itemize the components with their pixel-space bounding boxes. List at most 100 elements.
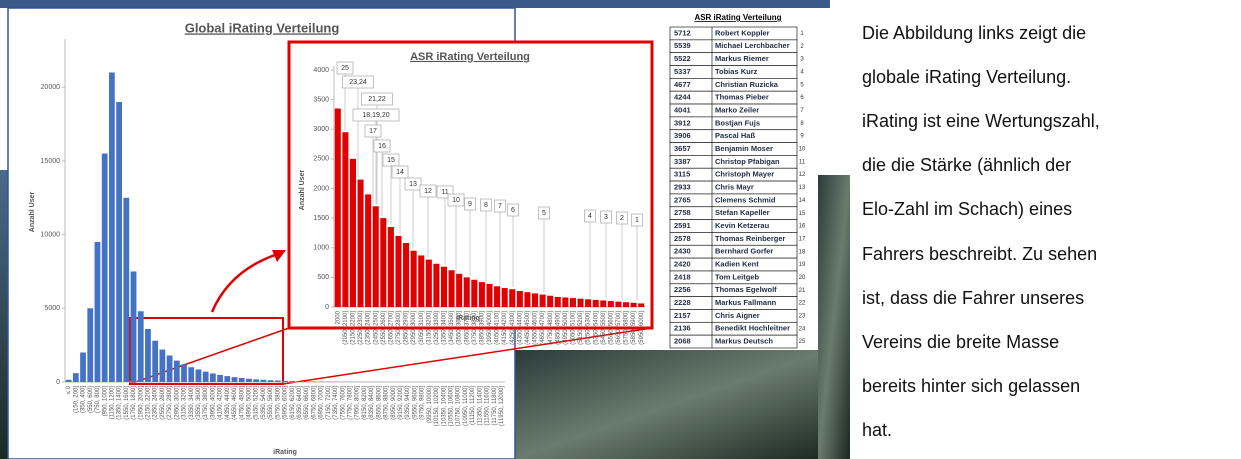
x-tick-label: (8350, 8400] bbox=[369, 386, 375, 420]
bar bbox=[304, 381, 310, 382]
page: ASR iRating Verteilung Global iRating Ve… bbox=[0, 0, 1241, 459]
table-cell: 25 bbox=[799, 339, 806, 345]
x-tick-label: (3850, 3900] bbox=[479, 311, 485, 345]
x-tick-label: (2150, 2200] bbox=[146, 386, 152, 420]
annotation: 7 bbox=[498, 203, 502, 210]
x-tick-label: (750, 800] bbox=[95, 386, 101, 413]
bar bbox=[66, 380, 72, 382]
x-tick-label: (6950, 7000] bbox=[319, 386, 325, 420]
bar bbox=[232, 377, 238, 382]
x-tick-label: (5150, 5200] bbox=[254, 386, 260, 420]
y-tick-label: 500 bbox=[317, 274, 329, 281]
table-cell: Chris Aigner bbox=[715, 311, 760, 320]
bar bbox=[260, 380, 266, 382]
x-tick-label: (7150, 7200] bbox=[326, 386, 332, 420]
x-tick-label: (3550, 3600] bbox=[457, 311, 463, 345]
x-tick-label: (2350, 2400] bbox=[366, 311, 372, 345]
x-tick-label: (4150, 4200] bbox=[218, 386, 224, 420]
bar bbox=[449, 270, 455, 307]
bar bbox=[464, 277, 470, 307]
table-cell: 5539 bbox=[674, 41, 691, 50]
bar bbox=[486, 284, 492, 307]
x-tick-label: (5350, 5400] bbox=[261, 386, 267, 420]
top-strip bbox=[0, 0, 830, 8]
table-cell: Christoph Mayer bbox=[715, 170, 774, 179]
table-cell: 18 bbox=[799, 249, 806, 255]
table-cell: 23 bbox=[799, 313, 806, 319]
table-cell: Christian Ruzicka bbox=[715, 80, 779, 89]
bar bbox=[426, 260, 432, 307]
x-tick-label: (5650, 5700] bbox=[616, 311, 622, 345]
bar bbox=[109, 72, 115, 382]
annotation: 2 bbox=[620, 215, 624, 222]
x-tick-label: (3350, 3400] bbox=[442, 311, 448, 345]
table-cell: 2256 bbox=[674, 285, 691, 294]
bar bbox=[181, 364, 187, 382]
table-cell: Marko Zeiler bbox=[715, 105, 759, 114]
x-tick-label: (5750, 5800] bbox=[275, 386, 281, 420]
background bbox=[818, 175, 850, 459]
table-cell: 5337 bbox=[674, 67, 691, 76]
x-tick-label: (6150, 6200] bbox=[290, 386, 296, 420]
table-cell: Clemens Schmid bbox=[715, 195, 776, 204]
table-cell: 24 bbox=[799, 326, 806, 332]
bar bbox=[116, 102, 122, 382]
x-tick-label: (2150, 2200] bbox=[351, 311, 357, 345]
table-cell: Chris Mayr bbox=[715, 182, 754, 191]
table-cell: Tobias Kurz bbox=[715, 67, 758, 76]
bar bbox=[532, 293, 538, 307]
x-tick-label: (9150, 9200] bbox=[398, 386, 404, 420]
x-tick-label: (2850, 2900] bbox=[404, 311, 410, 345]
text-line: die die Stärke (ähnlich der bbox=[862, 155, 1071, 175]
table-cell: 20 bbox=[799, 275, 806, 281]
annotation: 16 bbox=[378, 143, 386, 150]
x-tick-label: (2950, 3000] bbox=[174, 386, 180, 420]
table-cell: 2758 bbox=[674, 208, 691, 217]
table-cell: 2765 bbox=[674, 195, 691, 204]
x-tick-label: (5950, 6000] bbox=[283, 386, 289, 420]
table-cell: Tom Leitgeb bbox=[715, 272, 759, 281]
bar bbox=[562, 298, 568, 307]
x-tick-label: (2550, 2600] bbox=[160, 386, 166, 420]
bar bbox=[623, 302, 629, 307]
annotation: 15 bbox=[387, 157, 395, 164]
bar bbox=[73, 373, 79, 382]
x-tick-label: (3150, 3200] bbox=[182, 386, 188, 420]
x-tick-label: (2050, 2100] bbox=[343, 311, 349, 345]
x-tick-label: (1950, 2000] bbox=[138, 386, 144, 420]
x-tick-label: (4550, 4600] bbox=[232, 386, 238, 420]
x-tick-label: (7950, 8000] bbox=[355, 386, 361, 420]
x-tick-label: (3950, 4000] bbox=[487, 311, 493, 345]
x-tick-label: (3750, 3800] bbox=[203, 386, 209, 420]
bar bbox=[494, 286, 500, 307]
x-tick-label: (4950, 5000] bbox=[247, 386, 253, 420]
x-tick-label: (3350, 3400] bbox=[189, 386, 195, 420]
table-cell: 2430 bbox=[674, 247, 691, 256]
table-cell: 4677 bbox=[674, 80, 691, 89]
text-line: Elo-Zahl im Schach) eines bbox=[862, 199, 1072, 219]
x-tick-label: (4750, 4800] bbox=[239, 386, 245, 420]
x-tick-label: (11550, 11600] bbox=[485, 386, 491, 426]
y-tick-label: 20000 bbox=[41, 84, 61, 91]
bar bbox=[509, 289, 515, 307]
x-tick-label: (4850, 4900] bbox=[555, 311, 561, 345]
y-tick-label: 3500 bbox=[313, 96, 329, 103]
text-line: ist, dass die Fahrer unseres bbox=[862, 288, 1084, 308]
bar bbox=[335, 109, 341, 307]
bar bbox=[380, 218, 386, 307]
x-tick-label: (5150, 5200] bbox=[578, 311, 584, 345]
x-tick-label: (2750, 2800] bbox=[396, 311, 402, 345]
bar bbox=[524, 292, 530, 307]
table-cell: Thomas Reinberger bbox=[715, 234, 786, 243]
x-tick-label: (8550, 8600] bbox=[376, 386, 382, 420]
x-tick-label: (5950, 6000] bbox=[639, 311, 645, 345]
annotation: 8 bbox=[484, 202, 488, 209]
table-cell: 2578 bbox=[674, 234, 691, 243]
x-tick-label: (11150, 11200] bbox=[470, 386, 476, 425]
bar bbox=[638, 303, 644, 307]
bar bbox=[210, 373, 216, 382]
x-tick-label: (3250, 3300] bbox=[434, 311, 440, 345]
annotation: 17 bbox=[369, 128, 377, 135]
x-tick-label: (4550, 4600] bbox=[533, 311, 539, 345]
y-tick-label: 1500 bbox=[313, 215, 329, 222]
